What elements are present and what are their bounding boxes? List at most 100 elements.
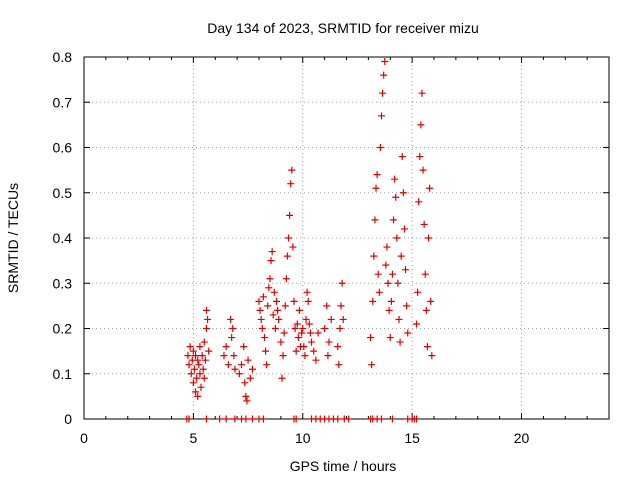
data-point: [301, 352, 309, 360]
data-point: [204, 315, 212, 323]
data-point: [246, 374, 254, 382]
data-point: [282, 275, 290, 283]
data-point: [400, 225, 408, 233]
data-point: [292, 415, 300, 423]
data-point: [427, 297, 435, 305]
data-point: [257, 315, 265, 323]
data-point: [306, 329, 314, 337]
data-point: [263, 361, 271, 369]
data-point: [267, 257, 275, 265]
data-point: [419, 166, 427, 174]
x-axis-label: GPS time / hours: [290, 458, 397, 474]
data-point: [248, 365, 256, 373]
data-point: [279, 352, 287, 360]
x-tick-label: 5: [189, 430, 197, 446]
data-point: [312, 356, 320, 364]
y-tick-label: 0.5: [53, 185, 73, 201]
data-point: [281, 302, 289, 310]
data-point: [324, 352, 332, 360]
data-point: [391, 175, 399, 183]
data-point: [240, 343, 248, 351]
data-point: [415, 198, 423, 206]
data-point: [413, 415, 420, 423]
y-tick-label: 0.7: [53, 94, 73, 110]
data-point: [280, 329, 288, 337]
data-point: [222, 343, 230, 351]
data-point: [241, 379, 249, 387]
data-point: [192, 352, 200, 360]
data-point: [242, 415, 250, 423]
data-point: [379, 89, 387, 97]
data-point: [203, 325, 210, 332]
data-point: [398, 153, 406, 161]
x-tick-label: 10: [295, 430, 311, 446]
data-point: [308, 338, 315, 346]
data-point: [314, 329, 322, 337]
data-point: [285, 234, 293, 242]
data-point: [335, 361, 343, 369]
data-point: [265, 284, 273, 292]
data-point: [224, 361, 232, 369]
data-point: [203, 306, 210, 314]
data-point: [426, 184, 434, 192]
data-point: [222, 415, 230, 423]
data-point: [422, 306, 430, 314]
y-tick-label: 0.6: [53, 140, 73, 156]
data-point: [421, 270, 429, 278]
data-point: [255, 297, 263, 305]
x-tick-label: 20: [514, 430, 530, 446]
data-point: [275, 315, 283, 323]
data-point: [259, 293, 267, 301]
data-point: [286, 211, 294, 219]
data-point: [383, 243, 391, 251]
data-point: [192, 388, 200, 396]
data-point: [264, 302, 272, 310]
data-point: [184, 352, 192, 360]
data-point: [368, 361, 376, 369]
data-point: [268, 248, 276, 256]
data-point: [337, 302, 345, 310]
plot-frame: [83, 56, 610, 420]
data-point: [373, 171, 381, 179]
data-point: [302, 315, 310, 323]
data-point: [292, 347, 300, 355]
data-point: [195, 361, 203, 369]
data-point: [305, 320, 313, 328]
data-point: [270, 288, 278, 296]
data-point: [395, 315, 403, 323]
data-point: [336, 325, 344, 332]
data-point: [196, 370, 204, 378]
data-point: [258, 325, 266, 332]
data-point: [231, 365, 239, 373]
data-point: [203, 415, 210, 423]
data-point: [205, 347, 213, 355]
data-point: [378, 112, 385, 120]
data-point: [187, 370, 195, 378]
data-point: [220, 352, 228, 360]
data-point: [235, 370, 243, 378]
data-point: [388, 415, 396, 423]
data-point: [244, 356, 252, 364]
data-point: [425, 234, 433, 242]
data-point: [197, 383, 205, 391]
data-point: [230, 352, 238, 360]
data-point: [374, 270, 382, 278]
data-point: [185, 415, 193, 423]
data-point: [186, 343, 194, 351]
data-point: [345, 415, 353, 423]
data-point: [310, 347, 318, 355]
data-point: [229, 325, 237, 332]
y-axis-label: SRMTID / TECUs: [5, 183, 21, 293]
data-point: [277, 338, 285, 346]
data-point: [388, 270, 396, 278]
data-point: [194, 356, 202, 364]
data-point: [382, 261, 390, 269]
data-point: [420, 220, 428, 228]
data-point: [375, 288, 383, 296]
x-tick-label: 15: [404, 430, 420, 446]
data-point: [298, 329, 306, 337]
data-point: [390, 216, 398, 224]
data-point: [262, 347, 270, 355]
data-point: [399, 189, 407, 197]
data-point: [288, 166, 296, 174]
